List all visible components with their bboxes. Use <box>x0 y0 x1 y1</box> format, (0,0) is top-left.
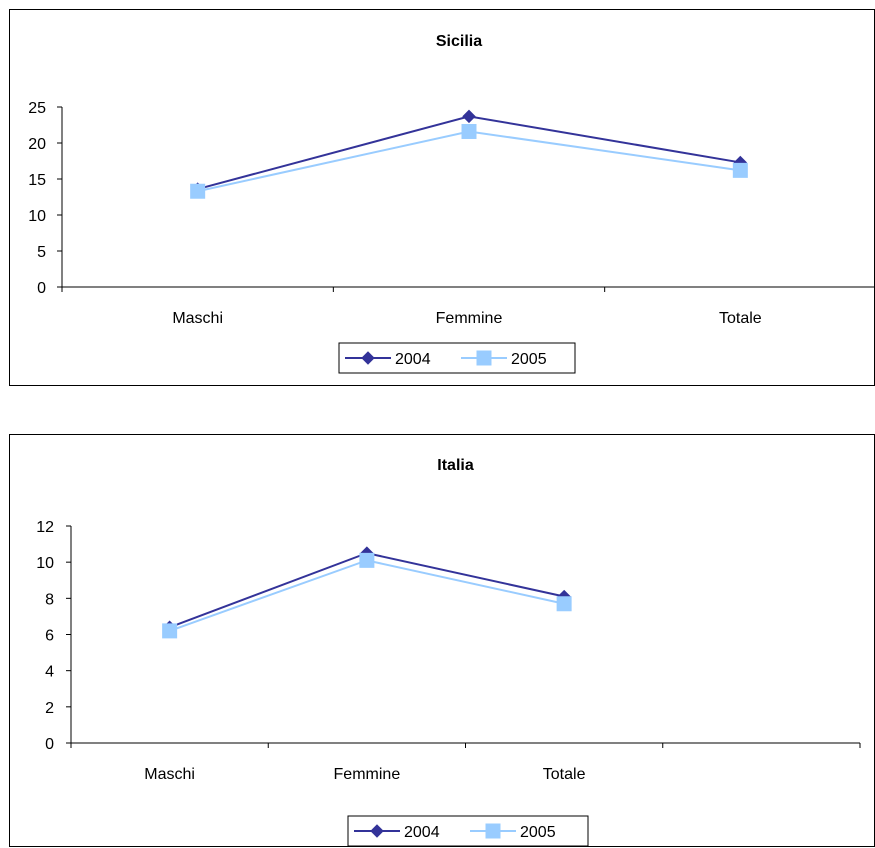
chart-title: Sicilia <box>436 33 482 50</box>
chart-italia: Italia 0 2 4 6 8 10 12 Maschi Femmine Totale 2004 20… <box>36 457 861 847</box>
x-category-label: Maschi <box>172 310 223 327</box>
chart-sicilia: Sicilia 0 5 10 15 20 25 Maschi Femmine Totale 2004… <box>28 33 875 374</box>
x-category-label: Femmine <box>436 310 503 327</box>
y-tick-label: 0 <box>45 736 54 753</box>
y-tick-label: 12 <box>36 519 54 536</box>
data-point-2005 <box>359 552 375 568</box>
chart-title: Italia <box>437 457 474 474</box>
y-tick-label: 15 <box>28 172 46 189</box>
y-tick-label: 10 <box>36 555 54 572</box>
legend-marker-2004 <box>361 351 375 365</box>
legend-label: 2004 <box>404 824 440 841</box>
data-point-2004 <box>462 109 476 124</box>
x-category-label: Maschi <box>144 766 195 783</box>
data-point-2005 <box>190 183 206 199</box>
chart-panel-italia: Italia 0 2 4 6 8 10 12 Maschi Femmine Totale 2004 20… <box>9 434 875 847</box>
y-tick-label: 8 <box>45 591 54 608</box>
y-tick-label: 20 <box>28 136 46 153</box>
y-tick-label: 2 <box>45 700 54 717</box>
data-point-2005 <box>556 596 572 612</box>
y-tick-label: 25 <box>28 100 46 117</box>
legend-label: 2005 <box>511 351 547 368</box>
y-tick-label: 10 <box>28 208 46 225</box>
y-tick-label: 0 <box>37 280 46 297</box>
series-line-2005 <box>197 130 741 193</box>
legend-marker-2004 <box>370 824 384 838</box>
legend-label: 2004 <box>395 351 431 368</box>
data-point-2005 <box>732 162 748 178</box>
legend-label: 2005 <box>520 824 556 841</box>
x-category-label: Totale <box>543 766 586 783</box>
legend-marker-2005 <box>476 350 492 366</box>
series-line-2005 <box>169 559 565 632</box>
data-point-2005 <box>461 123 477 139</box>
x-category-label: Femmine <box>334 766 401 783</box>
data-point-2005 <box>162 623 178 639</box>
y-tick-label: 5 <box>37 244 46 261</box>
chart-panel-sicilia: Sicilia 0 5 10 15 20 25 Maschi Femmine Totale 2004… <box>9 9 875 386</box>
legend-marker-2005 <box>485 823 501 839</box>
y-tick-label: 4 <box>45 664 54 681</box>
y-tick-label: 6 <box>45 628 54 645</box>
x-category-label: Totale <box>719 310 762 327</box>
